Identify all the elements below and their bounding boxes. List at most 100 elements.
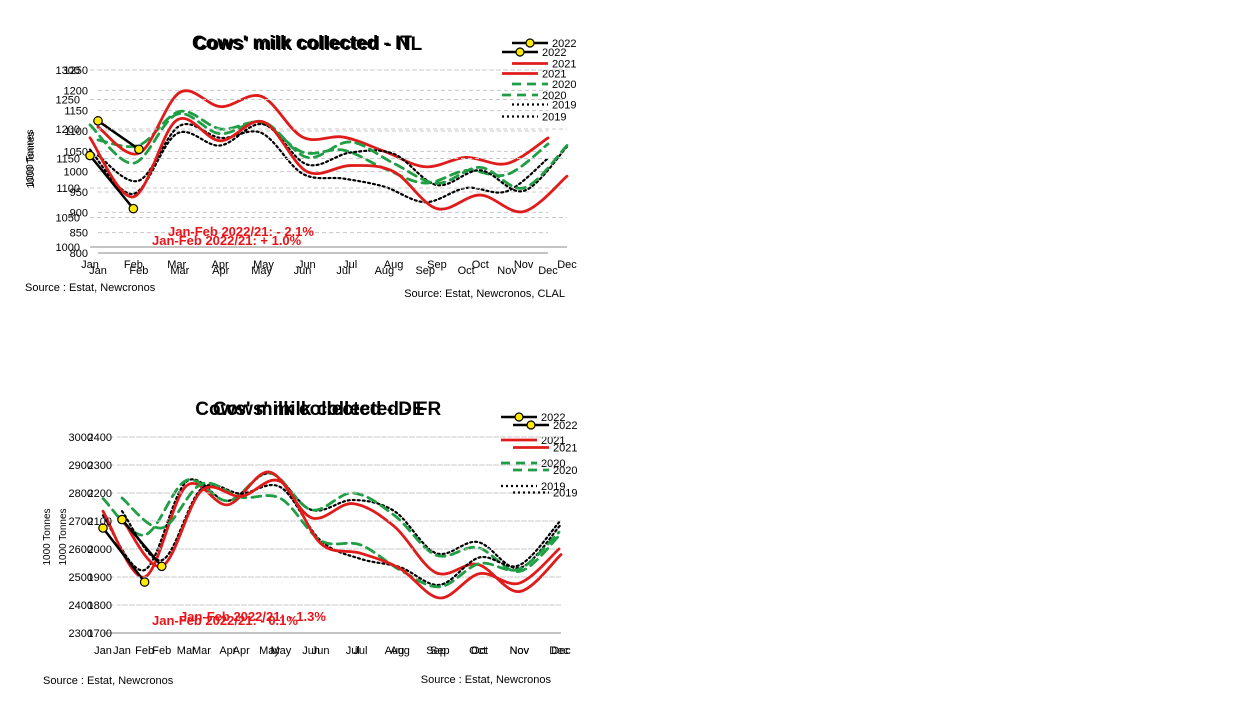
data-point-2022 [117,514,127,525]
y-tick-label: 1000 [64,167,88,179]
legend-item-2022: 2022 [513,420,577,432]
series-line-2019 [88,123,569,196]
x-tick-label: Dec [557,259,577,271]
chart-svg: Cows' milk collected - NL 1000 1050 1100 115… [25,34,577,294]
legend-item-2020: 2020 [501,458,565,470]
legend-label: 2022 [541,412,565,424]
x-tick-label: Apr [212,265,229,277]
legend-label: 2019 [541,481,565,493]
x-tick-label: Nov [510,645,530,657]
legend-label: 2022 [542,47,566,59]
y-axis-label: 1000 Tonnes [26,131,37,188]
y-tick-label: 2400 [69,600,93,612]
y-tick-label: 1700 [88,628,112,640]
series-line-2021 [101,470,563,593]
x-tick-label: Mar [167,259,186,271]
legend-marker [515,47,525,57]
legend-label: 2019 [552,100,576,112]
legend-label: 2020 [553,465,577,477]
x-tick-label: Feb [124,259,143,271]
x-tick-label: Jun [302,645,320,657]
legend-marker [525,38,535,48]
x-tick-label: Feb [135,645,154,657]
x-tick-label: Jul [336,265,350,277]
x-tick-label: Aug [390,645,410,657]
legend-item-2020: 2020 [512,79,576,91]
y-tick-label: 1250 [64,65,88,77]
legend-item-2022: 2022 [512,38,576,50]
x-tick-label: Jan [94,645,112,657]
y-tick-label: 900 [70,207,88,219]
legend-item-2021: 2021 [512,59,576,71]
x-tick-label: Apr [219,645,236,657]
change-annotation: Jan-Feb 2022/21: + 1.0% [152,233,302,248]
legend-item-2019: 2019 [502,112,566,124]
legend-label: 2020 [541,458,565,470]
x-tick-label: Feb [152,645,171,657]
x-tick-label: Jul [353,645,367,657]
chart-title: Cows' milk collected - NL [194,34,423,55]
legend-item-2021: 2021 [513,443,577,455]
x-tick-label: Apr [233,645,250,657]
y-tick-label: 1150 [64,106,88,118]
y-tick-label: 2700 [69,516,93,528]
y-tick-label: 800 [70,248,88,260]
y-tick-label: 2300 [69,628,93,640]
y-tick-label: 1000 [56,242,80,254]
x-tick-label: Oct [458,265,475,277]
y-tick-label: 1300 [56,65,80,77]
y-axis-label: 1000 Tonnes [42,508,53,565]
chart-de: Cows' milk collected - DE 2300 2400 2500 260… [0,360,600,712]
data-point-2022 [134,144,144,155]
chart-nl: Cows' milk collected - NL 1000 1050 1100 115… [25,0,1200,320]
source-note: Source: Estat, Newcronos, CLAL [404,288,565,300]
y-tick-label: 2200 [88,488,112,500]
y-tick-label: 1250 [56,95,80,107]
legend-label: 2022 [552,38,576,50]
y-tick-label: 1100 [64,126,88,138]
x-tick-label: Jan [113,645,131,657]
x-tick-label: May [271,645,292,657]
y-tick-label: 950 [70,187,88,199]
y-tick-label: 1150 [56,154,80,166]
x-tick-label: Jan [89,265,107,277]
chart-svg: Cows' milk collected - DE 2300 2400 2500 260… [42,399,571,687]
chart-title: Cows' milk collected - FR [213,399,442,420]
x-tick-label: Nov [509,645,529,657]
x-tick-label: Apr [212,259,229,271]
source-note: Source : Estat, Newcronos [421,674,552,686]
x-tick-label: Jun [312,645,330,657]
y-tick-label: 2500 [69,572,93,584]
x-tick-label: Feb [129,265,148,277]
y-tick-label: 1050 [56,213,80,225]
y-tick-label: 2800 [69,488,93,500]
legend-item-2021: 2021 [502,69,566,81]
x-tick-label: Aug [384,259,404,271]
y-axis-label: 1000 Tonnes [25,129,36,186]
x-tick-label: Oct [472,259,489,271]
x-tick-label: Jun [298,259,316,271]
x-tick-label: Nov [497,265,517,277]
legend-label: 2020 [552,79,576,91]
x-tick-label: Aug [385,645,405,657]
legend-item-2019: 2019 [513,488,577,500]
legend-item-2020: 2020 [513,465,577,477]
legend-label: 2021 [542,69,566,81]
x-tick-label: May [253,259,274,271]
y-tick-label: 2900 [69,460,93,472]
x-tick-label: Oct [471,645,488,657]
y-tick-label: 2000 [88,544,112,556]
legend-marker [526,420,536,430]
x-tick-label: Mar [177,645,196,657]
legend-label: 2019 [542,112,566,124]
legend-marker [514,412,524,422]
legend-item-2022: 2022 [502,47,566,59]
chart-title: Cows' milk collected - IT [192,33,412,54]
x-tick-label: Sep [415,265,435,277]
legend-label: 2021 [553,443,577,455]
y-tick-label: 2600 [69,544,93,556]
x-tick-label: Jun [294,265,312,277]
series-line-2022 [96,119,141,151]
change-annotation: Jan-Feb 2022/21: - 2.1% [168,224,314,239]
data-point-2022 [85,150,95,161]
